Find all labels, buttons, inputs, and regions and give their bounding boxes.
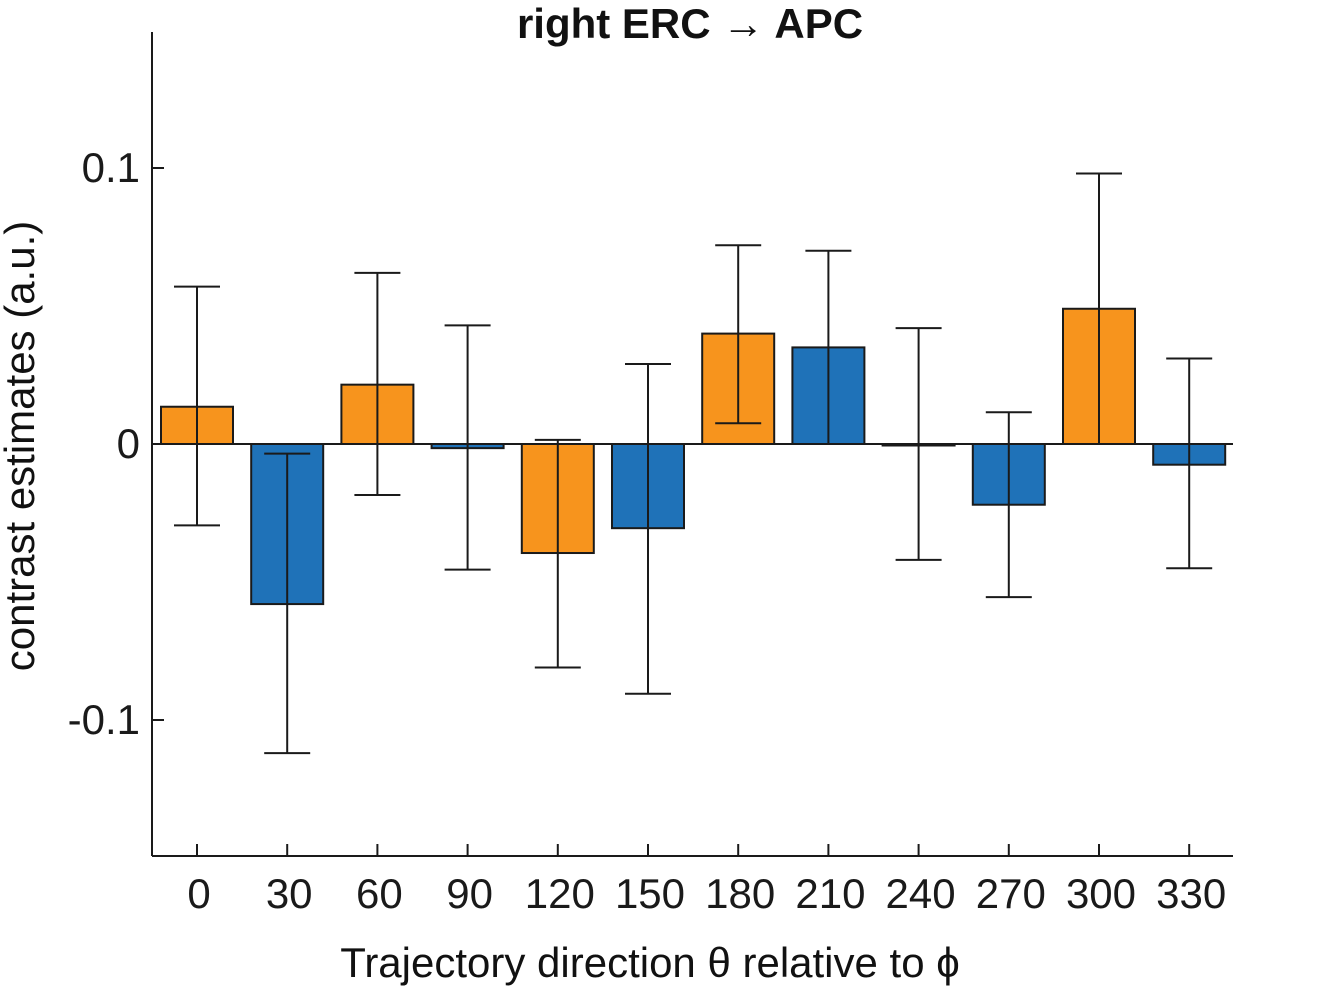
x-axis-title: Trajectory direction θ relative to ϕ <box>340 939 960 986</box>
x-tick-label: 180 <box>705 870 775 917</box>
y-axis-title: contrast estimates (a.u.) <box>0 221 43 672</box>
x-tick-label: 300 <box>1066 870 1136 917</box>
error-bar-210 <box>805 249 852 445</box>
y-tick-label: 0 <box>117 420 140 467</box>
x-tick-label: 0 <box>187 870 210 917</box>
y-tick-label: 0.1 <box>82 144 140 191</box>
error-bar-180 <box>715 244 762 425</box>
x-tick-label: 90 <box>446 870 493 917</box>
error-bar-0 <box>174 285 220 527</box>
error-bar-270 <box>985 411 1032 599</box>
x-tick-label: 60 <box>356 870 403 917</box>
x-tick-label: 150 <box>615 870 685 917</box>
error-bar-150 <box>625 362 671 695</box>
y-tick-label: -0.1 <box>68 696 140 743</box>
error-bar-30 <box>264 452 311 755</box>
x-tick-label: 330 <box>1156 870 1226 917</box>
error-bar-60 <box>354 271 401 497</box>
x-tick-label: 240 <box>886 870 956 917</box>
error-bar-120 <box>534 438 581 669</box>
error-bar-330 <box>1166 357 1213 570</box>
plot-area: 0.1 0 -0.1 0 30 60 90 120 150 180 210 240 270 300 330 <box>68 32 1233 917</box>
x-tick-label: 120 <box>525 870 595 917</box>
x-tick-label: 270 <box>976 870 1046 917</box>
x-tick-label: 30 <box>266 870 313 917</box>
chart-title: right ERC → APC <box>517 0 863 47</box>
x-tick-label: 210 <box>795 870 865 917</box>
error-bar-90 <box>444 324 491 571</box>
error-bar-300 <box>1076 172 1122 445</box>
error-bar-240 <box>895 327 942 561</box>
